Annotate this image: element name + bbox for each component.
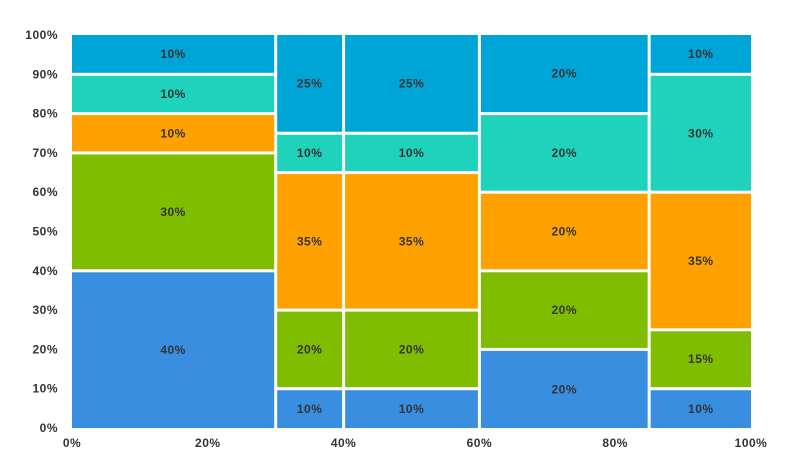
y-tick-label: 60%: [32, 185, 58, 199]
mosaic-segment: [277, 311, 343, 388]
mosaic-segment: [480, 272, 648, 348]
segment-value-label: 20%: [297, 342, 323, 356]
mosaic-segment: [277, 134, 343, 172]
segment-value-label: 20%: [552, 225, 578, 239]
mosaic-column: 10% 15% 35% 30% 10%: [650, 35, 751, 428]
mosaic-segment: [650, 193, 751, 329]
y-tick-label: 10%: [32, 382, 58, 396]
y-tick-label: 50%: [32, 225, 58, 239]
segment-value-label: 40%: [160, 343, 186, 357]
mosaic-segment: [480, 350, 648, 428]
segment-value-label: 20%: [552, 146, 578, 160]
segment-value-label: 10%: [399, 146, 425, 160]
x-tick-label: 80%: [602, 436, 628, 450]
y-axis: 0% 10% 20% 30% 40% 50% 60% 70% 80% 90% 100%: [25, 28, 58, 435]
mosaic-column: 10% 20% 35% 10% 25%: [345, 35, 478, 428]
segment-value-label: 20%: [399, 342, 425, 356]
mosaic-segment: [650, 331, 751, 388]
mosaic-column: 10% 20% 35% 10% 25%: [277, 35, 343, 428]
y-tick-label: 0%: [40, 421, 58, 435]
mosaic-segment: [650, 35, 751, 73]
y-tick-label: 70%: [32, 146, 58, 160]
mosaic-column: 40% 30% 10% 10% 10%: [72, 35, 275, 428]
segment-value-label: 10%: [160, 126, 186, 140]
mosaic-segment: [72, 272, 275, 428]
segment-value-label: 20%: [552, 303, 578, 317]
segment-value-label: 10%: [160, 87, 186, 101]
y-tick-label: 20%: [32, 342, 58, 356]
segment-value-label: 10%: [688, 402, 714, 416]
y-tick-label: 80%: [32, 107, 58, 121]
segment-value-label: 10%: [160, 47, 186, 61]
plot-area: 40%30%10%10%10%10%20%35%10%25%10%20%35%1…: [72, 35, 751, 428]
mosaic-segment: [345, 35, 478, 132]
mosaic-segment: [480, 35, 648, 113]
mosaic-segment: [650, 75, 751, 191]
segment-value-label: 30%: [688, 126, 714, 140]
mosaic-segment: [480, 115, 648, 191]
segment-value-label: 35%: [399, 234, 425, 248]
mosaic-segment: [345, 390, 478, 428]
x-tick-label: 20%: [195, 436, 221, 450]
mosaic-segment: [345, 134, 478, 172]
mosaic-segment: [72, 115, 275, 152]
x-axis: 0% 20% 40% 60% 80% 100%: [63, 436, 768, 450]
segment-value-label: 10%: [688, 47, 714, 61]
mosaic-segment: [72, 75, 275, 113]
segment-value-label: 20%: [552, 382, 578, 396]
y-tick-label: 100%: [25, 28, 58, 42]
x-tick-label: 0%: [63, 436, 81, 450]
y-tick-label: 40%: [32, 264, 58, 278]
mosaic-segment: [277, 174, 343, 309]
mosaic-segment: [345, 311, 478, 388]
x-tick-label: 60%: [467, 436, 493, 450]
segment-value-label: 25%: [297, 76, 323, 90]
mosaic-segment: [72, 35, 275, 73]
segment-value-label: 10%: [297, 146, 323, 160]
mosaic-segment: [277, 390, 343, 428]
mosaic-segment: [72, 154, 275, 270]
mosaic-segment: [345, 174, 478, 309]
x-tick-label: 100%: [735, 436, 768, 450]
segment-value-label: 35%: [297, 234, 323, 248]
segment-value-label: 35%: [688, 254, 714, 268]
segment-value-label: 20%: [552, 67, 578, 81]
segment-value-label: 15%: [688, 352, 714, 366]
mosaic-segment: [277, 35, 343, 132]
segment-value-label: 10%: [399, 402, 425, 416]
mosaic-column: 20% 20% 20% 20% 20%: [480, 35, 648, 428]
segment-value-label: 30%: [160, 205, 186, 219]
mosaic-segment: [650, 390, 751, 428]
segment-value-label: 25%: [399, 76, 425, 90]
y-tick-label: 30%: [32, 303, 58, 317]
y-tick-label: 90%: [32, 67, 58, 81]
mosaic-segment: [480, 193, 648, 270]
segment-value-label: 10%: [297, 402, 323, 416]
x-tick-label: 40%: [331, 436, 357, 450]
